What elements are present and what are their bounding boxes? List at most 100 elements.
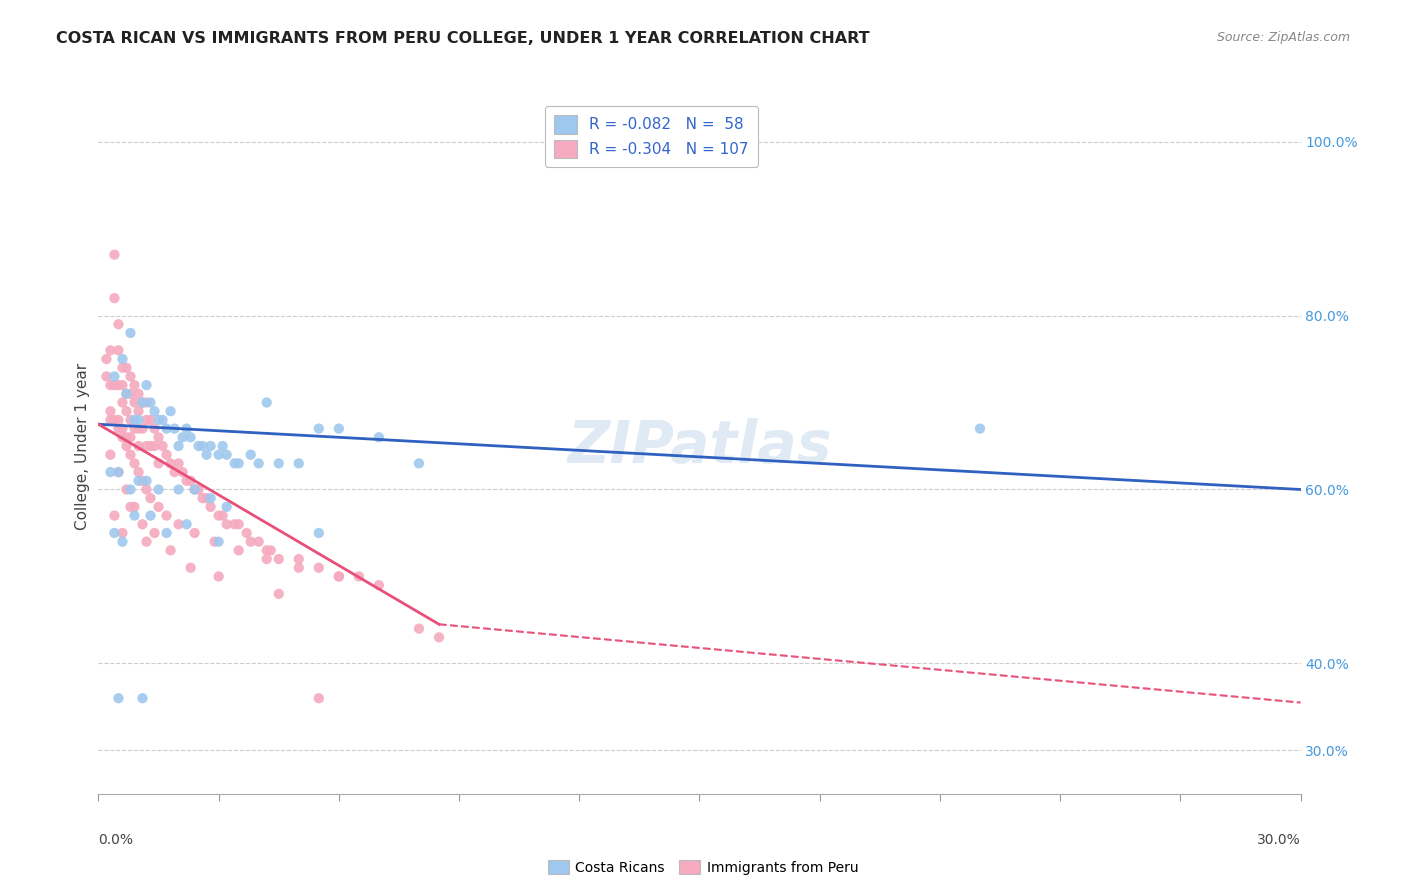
Point — [267, 552, 290, 566]
Point — [124, 421, 146, 435]
Point — [107, 317, 129, 331]
Point — [131, 517, 153, 532]
Point — [159, 404, 181, 418]
Point — [215, 500, 238, 514]
Point — [111, 351, 134, 366]
Point — [163, 465, 186, 479]
Point — [139, 395, 162, 409]
Point — [159, 456, 181, 471]
Point — [139, 439, 162, 453]
Point — [427, 630, 450, 644]
Point — [159, 543, 181, 558]
Point — [124, 395, 146, 409]
Point — [135, 483, 157, 497]
Point — [152, 413, 174, 427]
Point — [208, 534, 231, 549]
Point — [148, 500, 170, 514]
Point — [308, 691, 330, 706]
Point — [172, 465, 194, 479]
Point — [183, 483, 205, 497]
Point — [120, 326, 142, 340]
Point — [191, 439, 214, 453]
Point — [131, 395, 153, 409]
Point — [195, 448, 218, 462]
Point — [131, 421, 153, 435]
Point — [239, 534, 262, 549]
Point — [115, 404, 138, 418]
Point — [107, 465, 129, 479]
Point — [107, 465, 129, 479]
Point — [115, 386, 138, 401]
Point — [120, 386, 142, 401]
Point — [224, 517, 246, 532]
Point — [211, 508, 233, 523]
Point — [155, 525, 177, 540]
Point — [183, 525, 205, 540]
Point — [200, 500, 222, 514]
Point — [288, 456, 311, 471]
Point — [267, 456, 290, 471]
Text: 0.0%: 0.0% — [98, 833, 134, 847]
Point — [143, 421, 166, 435]
Point — [155, 448, 177, 462]
Point — [115, 430, 138, 444]
Point — [228, 517, 250, 532]
Point — [247, 456, 270, 471]
Point — [256, 543, 278, 558]
Point — [176, 421, 198, 435]
Point — [124, 378, 146, 392]
Point — [139, 508, 162, 523]
Point — [115, 483, 138, 497]
Point — [135, 474, 157, 488]
Point — [408, 622, 430, 636]
Point — [260, 543, 283, 558]
Y-axis label: College, Under 1 year: College, Under 1 year — [75, 362, 90, 530]
Point — [124, 456, 146, 471]
Point — [204, 534, 226, 549]
Point — [208, 448, 231, 462]
Point — [135, 378, 157, 392]
Point — [135, 439, 157, 453]
Point — [128, 421, 150, 435]
Point — [180, 430, 202, 444]
Point — [267, 587, 290, 601]
Point — [111, 525, 134, 540]
Point — [256, 395, 278, 409]
Point — [308, 525, 330, 540]
Text: Source: ZipAtlas.com: Source: ZipAtlas.com — [1216, 31, 1350, 45]
Point — [124, 508, 146, 523]
Point — [128, 465, 150, 479]
Point — [228, 543, 250, 558]
Point — [100, 448, 122, 462]
Point — [135, 395, 157, 409]
Point — [128, 474, 150, 488]
Point — [115, 360, 138, 375]
Point — [235, 525, 257, 540]
Point — [103, 378, 125, 392]
Point — [167, 517, 190, 532]
Point — [247, 534, 270, 549]
Point — [128, 439, 150, 453]
Point — [167, 439, 190, 453]
Point — [131, 395, 153, 409]
Point — [96, 351, 118, 366]
Point — [200, 439, 222, 453]
Text: ZIPatlas: ZIPatlas — [567, 417, 832, 475]
Point — [176, 517, 198, 532]
Point — [96, 369, 118, 384]
Point — [211, 439, 233, 453]
Point — [100, 404, 122, 418]
Point — [111, 534, 134, 549]
Point — [128, 386, 150, 401]
Point — [107, 343, 129, 358]
Legend: Costa Ricans, Immigrants from Peru: Costa Ricans, Immigrants from Peru — [543, 855, 863, 880]
Point — [208, 508, 231, 523]
Point — [148, 413, 170, 427]
Legend: R = -0.082   N =  58, R = -0.304   N = 107: R = -0.082 N = 58, R = -0.304 N = 107 — [546, 106, 758, 168]
Point — [167, 456, 190, 471]
Point — [103, 413, 125, 427]
Point — [139, 413, 162, 427]
Point — [103, 247, 125, 262]
Point — [111, 360, 134, 375]
Point — [347, 569, 370, 583]
